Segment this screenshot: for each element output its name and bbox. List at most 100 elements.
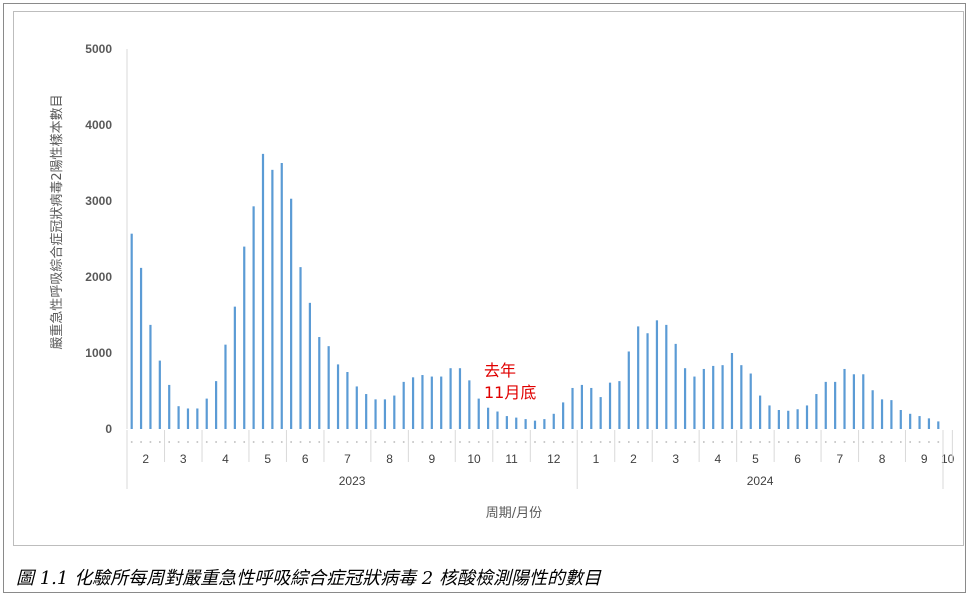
bar (243, 246, 246, 429)
bar (880, 399, 884, 429)
bar (580, 384, 583, 429)
bar (852, 374, 855, 429)
bar (777, 410, 780, 429)
month-label: 1 (593, 452, 600, 466)
bar (308, 302, 311, 429)
bar (365, 394, 368, 429)
bar (430, 376, 433, 429)
bar (411, 377, 415, 429)
bar (149, 324, 152, 429)
month-label: 8 (879, 452, 886, 466)
bar (458, 368, 462, 429)
month-label: 5 (264, 452, 271, 466)
bar (937, 421, 940, 429)
month-label: 5 (752, 452, 759, 466)
bar (440, 376, 443, 429)
bar (402, 381, 405, 429)
bar (449, 368, 452, 429)
bar (871, 390, 874, 429)
bar (383, 399, 387, 429)
bar (562, 402, 565, 429)
month-label: 12 (547, 452, 561, 466)
bar (834, 381, 837, 429)
bar (318, 337, 321, 429)
bar (205, 398, 208, 429)
bar (618, 381, 621, 429)
bar (674, 343, 677, 429)
month-label: 4 (715, 452, 722, 466)
bar (280, 163, 283, 429)
year-label-2023: 2023 (339, 474, 366, 488)
month-label: 2 (142, 452, 149, 466)
month-label: 3 (672, 452, 679, 466)
month-label: 6 (794, 452, 801, 466)
y-axis-title: 嚴重急性呼吸綜合症冠狀病毒2陽性樣本數目 (49, 94, 65, 349)
bar (196, 408, 199, 429)
y-tick-label: 3000 (85, 194, 112, 208)
bar (346, 372, 349, 429)
bar (655, 320, 659, 429)
bar (168, 384, 171, 429)
bar (862, 374, 865, 429)
bar (393, 395, 396, 429)
bar (702, 368, 705, 429)
bar (927, 418, 931, 429)
bar (533, 420, 537, 429)
y-tick-label: 0 (105, 422, 112, 436)
bar (355, 386, 358, 429)
bar (177, 406, 180, 429)
bar (487, 407, 490, 429)
bar (524, 419, 527, 429)
bar (336, 364, 340, 429)
bar (139, 267, 143, 429)
figure-frame: 0 1000 2000 3000 4000 5000 2 3 4 5 6 7 8 9 10 11 12 1 2 3 4 5… (3, 3, 966, 593)
month-label: 6 (302, 452, 309, 466)
bar (712, 365, 715, 429)
bar (543, 419, 546, 429)
bar (918, 416, 921, 429)
bar (693, 376, 696, 429)
bar (824, 381, 827, 429)
bar (796, 409, 799, 429)
month-label: 10 (467, 452, 481, 466)
bar (327, 346, 330, 429)
bar (665, 324, 668, 429)
month-label: 10 (941, 452, 955, 466)
y-tick-label: 2000 (85, 270, 112, 284)
month-label: 4 (222, 452, 229, 466)
bar (740, 365, 743, 429)
y-tick-label: 1000 (85, 346, 112, 360)
month-label: 9 (921, 452, 928, 466)
bar (805, 405, 809, 429)
bar (233, 306, 236, 429)
bar (637, 326, 640, 429)
bar (290, 198, 293, 429)
bar (768, 405, 771, 429)
month-label: 9 (428, 452, 435, 466)
chart-container: 0 1000 2000 3000 4000 5000 2 3 4 5 6 7 8 9 10 11 12 1 2 3 4 5… (13, 11, 964, 546)
bar (909, 413, 912, 429)
bar (421, 375, 424, 429)
bar (215, 381, 218, 429)
bar (158, 360, 161, 429)
bar (186, 408, 190, 429)
y-tick-label: 5000 (85, 42, 112, 56)
y-tick-label: 4000 (85, 118, 112, 132)
bar (787, 410, 790, 429)
bar (749, 373, 752, 429)
bar (261, 153, 265, 429)
bar (552, 413, 555, 429)
annotation-line-1: 去年 (484, 361, 516, 380)
bar (477, 398, 480, 429)
bar (299, 267, 302, 429)
bar (252, 206, 255, 429)
bar (843, 368, 846, 429)
bar (515, 417, 518, 429)
x-axis-title: 周期/月份 (486, 506, 542, 521)
bar (374, 399, 377, 429)
bar (468, 380, 471, 429)
bar (815, 394, 818, 429)
bar (505, 416, 508, 429)
bar (899, 410, 902, 429)
bar (890, 400, 893, 429)
